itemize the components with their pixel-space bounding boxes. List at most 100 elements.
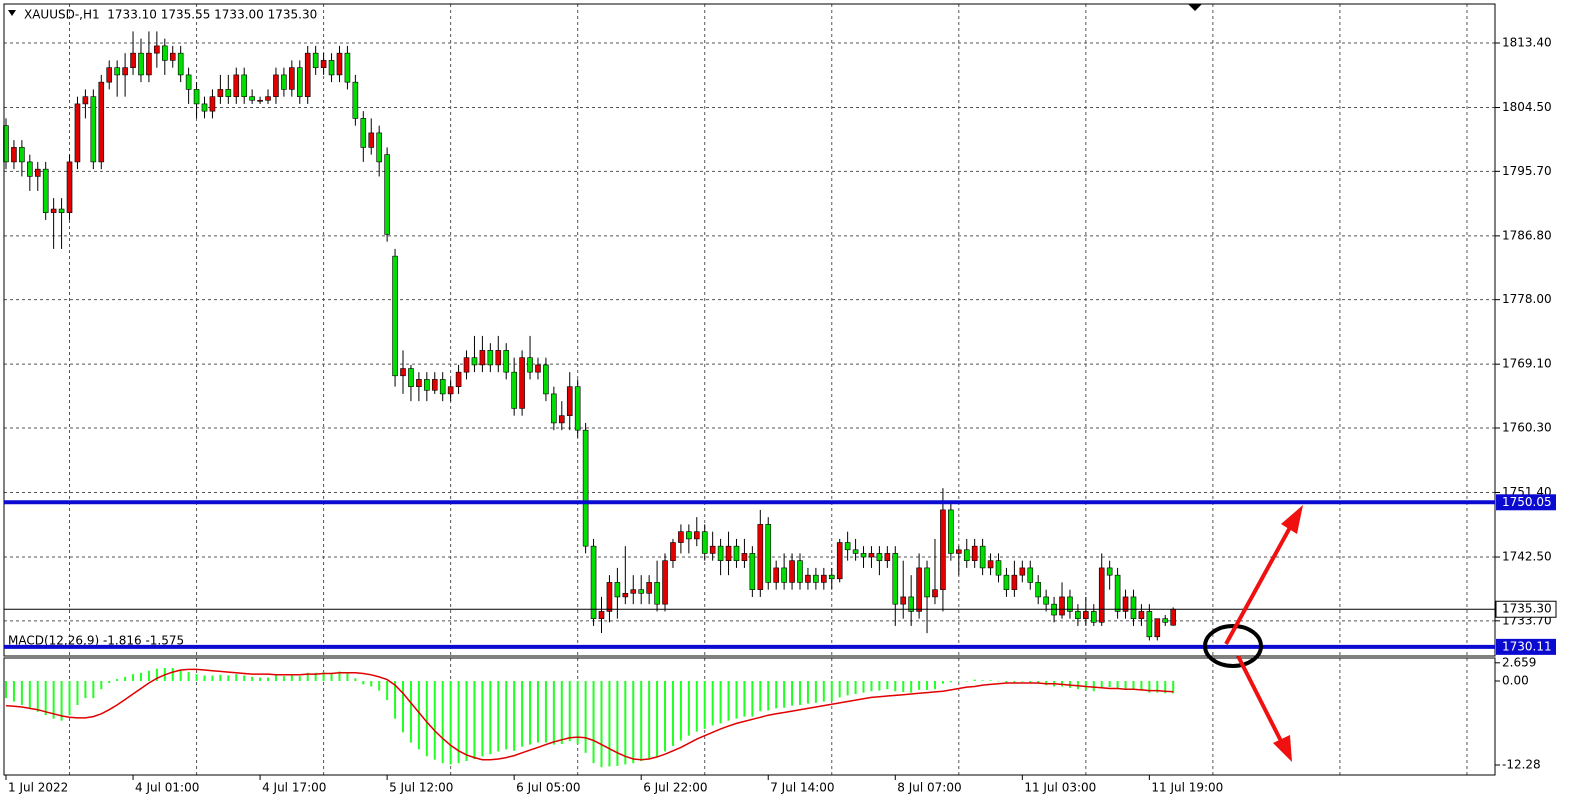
macd-bar [703,680,706,729]
macd-bar [76,680,79,705]
candle-body [1043,596,1049,605]
candle-body [749,553,756,590]
candle-body [646,582,652,594]
macd-bar [719,680,722,724]
candle-body [265,96,271,101]
candle-body [503,350,510,373]
y-tick-label: 1813.40 [1502,36,1552,50]
macd-bar [997,680,1000,682]
marks-layer [3,31,1176,768]
macd-bar [886,680,889,690]
candle-body [439,379,446,395]
macd-bar [52,680,55,719]
circle-annotation [1203,624,1263,668]
candle-body [1019,567,1026,576]
macd-bar [608,680,611,767]
shift-marker[interactable] [1188,4,1202,11]
macd-bar [243,675,246,681]
candle-body [789,560,795,583]
candle-body [773,567,779,583]
candle-body [114,67,120,76]
candle-body [19,147,25,163]
macd-bar [926,680,929,690]
macd-bar [20,680,23,705]
macd-bar [441,680,444,764]
macd-bar [227,675,230,681]
candle-body [281,74,287,90]
candle-body [408,368,414,387]
macd-bar [132,674,135,681]
candle-body [1122,596,1129,612]
arrow-up [1224,521,1295,645]
candle-body [670,542,676,561]
arrow-down-head [1273,735,1292,762]
arrow-down [1236,655,1285,746]
candle-body [185,74,192,90]
candle-body [1035,582,1041,598]
candle-body [289,67,295,90]
macd-bar [767,680,770,711]
macd-bar [536,680,539,743]
macd-bar [481,680,484,757]
candle-body [963,549,970,561]
candle-body [138,52,144,76]
macd-bar [1092,680,1095,692]
macd-bar [402,680,404,733]
candle-body [781,567,787,583]
candle-body [519,357,525,409]
candle-body [511,371,517,409]
candle-body [543,364,549,395]
macd-bar [282,676,285,681]
arrow-up-head [1281,505,1303,534]
macd-bar [973,679,976,681]
macd-bar [918,680,921,690]
macd-bar [203,675,206,681]
candle-body [241,74,247,97]
macd-bar [862,680,865,693]
candle-body [979,545,986,569]
candle-body [892,553,899,605]
x-tick-label: 11 Jul 19:00 [1151,781,1223,795]
macd-bar [274,675,277,681]
candle-body [852,549,859,554]
candle-body [876,553,883,561]
signal-line [5,668,1174,761]
macd-bar [981,680,984,681]
candle-body [884,553,891,561]
x-tick-label: 7 Jul 14:00 [770,781,834,795]
candle-body [352,81,359,119]
menu-triangle[interactable] [8,10,16,16]
macd-bar [775,680,778,709]
macd-bar [124,676,127,681]
macd-bar [743,680,746,717]
macd-bar [298,676,301,681]
macd-bar [894,680,897,692]
candle-body [130,52,136,68]
candle-body [574,386,581,431]
candle-body [1067,596,1073,612]
macd-bar [378,680,381,691]
macd-bar [306,672,309,681]
macd-bar [5,680,7,699]
macd-bar [902,680,905,692]
candle-body [296,67,303,97]
macd-bar [656,680,659,757]
macd-bar [513,680,516,751]
candle-body [1003,574,1010,590]
macd-bar [1124,680,1127,689]
x-tick-label: 5 Jul 12:00 [389,781,453,795]
macd-bar [640,680,643,762]
candle-body [249,96,255,101]
macd-bar [28,680,31,709]
candle-body [709,545,716,554]
candle-body [1154,618,1161,638]
macd-bar [100,680,103,690]
x-tick-label: 11 Jul 03:00 [1024,781,1096,795]
macd-bar [1013,680,1016,683]
macd-bar [910,680,913,693]
candle-body [447,386,454,395]
candle-body [400,368,406,377]
macd-bar [965,680,968,682]
y-tick-label: 1742.50 [1502,550,1552,564]
